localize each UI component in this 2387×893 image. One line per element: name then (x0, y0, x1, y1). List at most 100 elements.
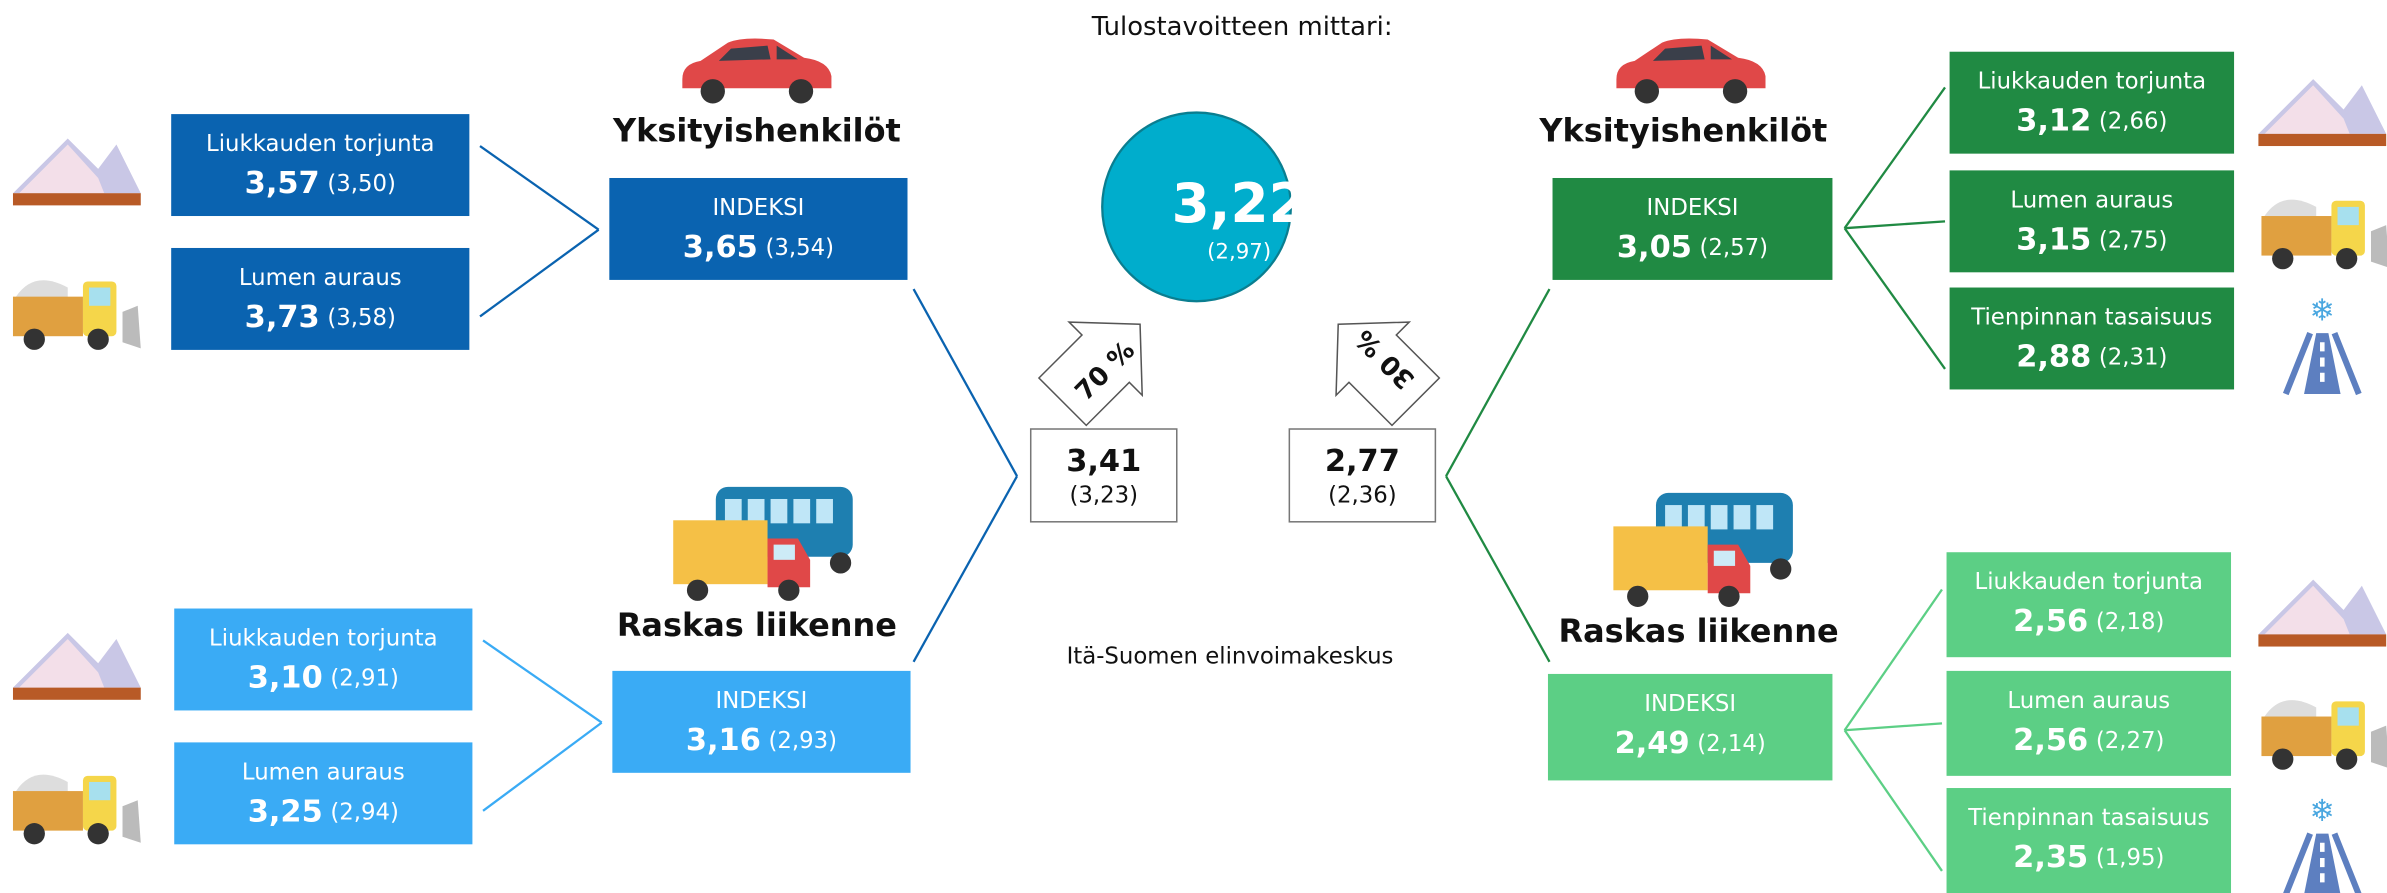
box (1949, 287, 2235, 390)
center-prev: (2,97) (1207, 240, 1271, 265)
cargo (673, 520, 768, 585)
box (174, 608, 473, 711)
wheel (1634, 79, 1660, 104)
wheel (1770, 558, 1792, 580)
value: 2,49 (1615, 725, 1690, 760)
bus-window (816, 498, 833, 524)
wheel (700, 79, 725, 104)
connector (1445, 288, 1551, 477)
box (1949, 51, 2235, 154)
connector (1843, 86, 1946, 229)
pile-front (19, 144, 105, 194)
box (1946, 670, 2232, 776)
road-icon: ❄ (2282, 293, 2362, 396)
box (174, 742, 473, 845)
box-label: Lumen auraus (242, 759, 405, 785)
value: 3,16 (686, 722, 761, 757)
bus-window (1710, 505, 1728, 530)
side-value: 2,77 (1325, 444, 1400, 479)
value: 3,05 (1617, 229, 1692, 264)
wheel (788, 79, 814, 104)
center-circle (1101, 111, 1293, 303)
value: 2,56 (2013, 604, 2088, 639)
plow-icon (2261, 700, 2387, 770)
truck-icon (1613, 492, 1793, 607)
wheel (778, 579, 800, 601)
arrow-shape (1037, 321, 1144, 427)
cab-window (2337, 206, 2359, 226)
road-edge (2283, 832, 2362, 893)
group-title: Raskas liikenne (1559, 612, 1839, 650)
salt-icon (12, 632, 141, 700)
value: 3,73 (245, 299, 320, 334)
value: 3,10 (248, 660, 323, 695)
title: Tulostavoitteen mittari: (1091, 12, 1393, 42)
side-box (1029, 428, 1178, 523)
plow-icon (12, 774, 141, 845)
value-line: 3,15 (2,75) (2016, 222, 2167, 257)
box-label: INDEKSI (712, 195, 804, 221)
blade (2370, 725, 2387, 768)
bus-window (793, 498, 811, 524)
wheel (1722, 79, 1748, 104)
box-label: Lumen auraus (2010, 187, 2173, 213)
car-body (1616, 38, 1766, 89)
wheel (1627, 585, 1649, 607)
value: 2,56 (2013, 722, 2088, 757)
bed (2261, 216, 2332, 256)
cab-window (773, 544, 795, 560)
base (2258, 133, 2387, 147)
value-line: 3,10 (2,91) (248, 660, 399, 695)
bed (12, 791, 83, 831)
car-icon (1616, 38, 1766, 104)
footer: Itä-Suomen elinvoimakeskus (1067, 644, 1394, 670)
bus-window (770, 498, 788, 524)
prev: (3,54) (765, 234, 834, 260)
box-label: INDEKSI (1647, 195, 1739, 221)
wheel (23, 328, 45, 350)
wheel (87, 823, 109, 845)
bed (12, 296, 83, 337)
salt-icon (2258, 579, 2387, 647)
box (171, 247, 470, 350)
prev: (2,94) (330, 799, 399, 825)
box-label: Lumen auraus (239, 265, 402, 291)
side-value: 3,41 (1066, 444, 1141, 479)
connector (1445, 475, 1551, 663)
base (2258, 634, 2387, 647)
value: 3,57 (245, 166, 320, 201)
box (1946, 552, 2232, 658)
cab-window (1713, 550, 1736, 566)
road-icon: ❄ (2283, 794, 2362, 893)
bus-window (747, 498, 765, 524)
prev: (2,18) (2096, 609, 2165, 635)
center-value: 3,22 (1172, 171, 1307, 235)
value: 3,12 (2016, 103, 2091, 138)
connector (1843, 227, 1946, 370)
wheel (2272, 247, 2294, 270)
car-window (1652, 45, 1733, 61)
side-prev: (3,23) (1069, 482, 1138, 508)
box-label: Liukkauden torjunta (206, 131, 434, 157)
box-label: Tienpinnan tasaisuus (1970, 304, 2212, 330)
connector (482, 639, 603, 724)
box (1547, 673, 1833, 781)
cargo (1613, 526, 1708, 591)
box (1949, 170, 2235, 273)
road-edge (2282, 332, 2362, 396)
value: 3,15 (2016, 222, 2091, 257)
group-title: Yksityishenkilöt (612, 111, 901, 149)
box-label: Liukkauden torjunta (209, 625, 437, 651)
snow (16, 774, 68, 795)
value-line: 2,49 (2,14) (1615, 725, 1766, 760)
value-line: 3,65 (3,54) (683, 229, 834, 264)
wheel (829, 552, 852, 574)
connector (912, 475, 1019, 663)
connector (1844, 722, 1943, 732)
value-line: 3,05 (2,57) (1617, 229, 1768, 264)
car-body (682, 38, 832, 89)
box-label: Liukkauden torjunta (1978, 69, 2207, 95)
cab-window (89, 781, 111, 801)
prev: (3,50) (327, 171, 396, 197)
